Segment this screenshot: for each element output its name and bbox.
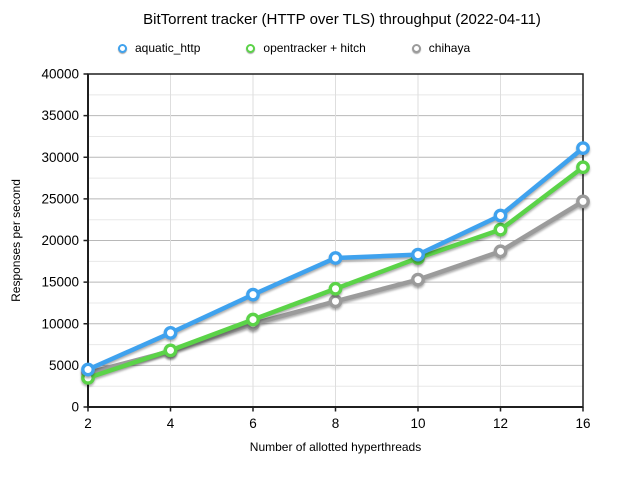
legend-item-aquatic-http: aquatic_http: [118, 41, 200, 55]
data-point: [576, 194, 590, 209]
legend-item-chihaya: chihaya: [411, 41, 471, 55]
chihaya-marker-icon: [411, 43, 421, 53]
y-tick-label: 30000: [41, 150, 79, 165]
y-axis-title: Responses per second: [9, 179, 23, 302]
data-point: [576, 160, 590, 175]
y-tick-label: 0: [71, 400, 79, 415]
data-point: [411, 247, 425, 262]
data-point: [493, 208, 508, 223]
aquatic-http-marker-icon: [118, 43, 127, 53]
x-tick-label: 2: [84, 416, 92, 431]
series-aquatic-http: [81, 141, 590, 377]
legend-item-opentracker-hitch: opentracker + hitch: [246, 41, 366, 55]
y-tick-label: 35000: [41, 108, 79, 123]
data-point: [493, 222, 508, 237]
x-tick-label: 8: [332, 416, 340, 431]
x-tick-label: 12: [493, 416, 508, 431]
x-tick-label: 6: [249, 416, 257, 431]
data-point: [328, 294, 343, 309]
x-axis-title: Number of allotted hyperthreads: [250, 440, 421, 454]
data-point: [246, 312, 260, 327]
x-tick-label: 4: [167, 416, 175, 431]
legend-label: chihaya: [428, 41, 471, 55]
y-tick-label: 10000: [41, 316, 79, 331]
x-tick-label: 10: [410, 416, 425, 431]
y-tick-label: 25000: [41, 191, 79, 206]
legend-label: aquatic_http: [135, 41, 201, 55]
y-tick-label: 5000: [49, 358, 79, 373]
opentracker-hitch-marker-icon: [246, 43, 256, 53]
chart-title: BitTorrent tracker (HTTP over TLS) throu…: [143, 11, 541, 28]
data-point: [328, 281, 343, 296]
chart-legend: aquatic_http opentracker + hitch chihaya: [118, 41, 470, 55]
data-point: [163, 326, 178, 340]
data-point: [411, 272, 425, 287]
data-point: [81, 362, 95, 377]
data-point: [246, 287, 260, 302]
data-point: [493, 244, 508, 259]
legend-label: opentracker + hitch: [263, 41, 366, 55]
y-tick-label: 20000: [41, 233, 79, 248]
data-point: [576, 141, 590, 155]
data-point: [328, 251, 343, 265]
y-tick-label: 15000: [41, 275, 79, 290]
data-point: [163, 343, 178, 358]
x-tick-label: 16: [575, 416, 590, 431]
y-tick-label: 40000: [41, 67, 79, 82]
